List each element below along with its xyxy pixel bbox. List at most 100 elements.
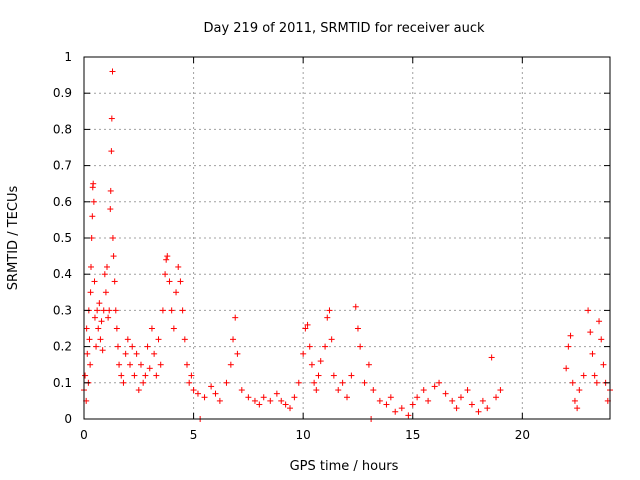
y-tick-label: 0.4 bbox=[53, 267, 72, 281]
y-tick-label: 0.3 bbox=[53, 303, 72, 317]
data-point bbox=[118, 372, 125, 379]
data-point bbox=[101, 271, 108, 278]
data-point bbox=[87, 289, 94, 296]
data-point bbox=[387, 394, 394, 401]
data-point bbox=[574, 405, 581, 412]
data-point bbox=[251, 397, 258, 404]
data-point bbox=[409, 401, 416, 408]
data-point bbox=[133, 350, 140, 357]
data-point bbox=[354, 325, 361, 332]
data-point bbox=[431, 383, 438, 390]
data-point bbox=[339, 379, 346, 386]
data-point bbox=[105, 314, 112, 321]
data-point bbox=[120, 379, 127, 386]
data-point bbox=[383, 401, 390, 408]
data-point bbox=[324, 314, 331, 321]
data-point bbox=[88, 263, 95, 270]
data-point bbox=[317, 358, 324, 365]
data-point bbox=[112, 307, 119, 314]
data-point bbox=[168, 307, 175, 314]
x-tick-label: 5 bbox=[190, 428, 198, 442]
data-point bbox=[91, 314, 98, 321]
data-point bbox=[93, 343, 100, 350]
data-point bbox=[569, 379, 576, 386]
x-tick-label: 20 bbox=[515, 428, 530, 442]
data-point bbox=[405, 412, 412, 419]
data-point bbox=[104, 263, 111, 270]
data-point bbox=[475, 408, 482, 415]
data-point bbox=[129, 343, 136, 350]
y-tick-label: 0.7 bbox=[53, 159, 72, 173]
data-point bbox=[488, 354, 495, 361]
data-point bbox=[308, 361, 315, 368]
data-point bbox=[335, 387, 342, 394]
y-tick-label: 0.5 bbox=[53, 231, 72, 245]
chart-title: Day 219 of 2011, SRMTID for receiver auc… bbox=[203, 21, 485, 36]
data-point bbox=[232, 314, 239, 321]
data-point bbox=[170, 325, 177, 332]
data-point bbox=[302, 325, 309, 332]
data-point bbox=[291, 394, 298, 401]
data-point bbox=[330, 372, 337, 379]
data-point bbox=[107, 187, 114, 194]
data-point bbox=[357, 343, 364, 350]
data-point bbox=[267, 397, 274, 404]
data-point bbox=[453, 405, 460, 412]
data-point bbox=[186, 379, 193, 386]
data-point bbox=[116, 361, 123, 368]
data-point bbox=[95, 325, 102, 332]
data-point bbox=[598, 336, 605, 343]
data-point bbox=[311, 379, 318, 386]
data-point bbox=[300, 350, 307, 357]
data-point bbox=[109, 68, 116, 75]
data-point bbox=[376, 397, 383, 404]
data-point bbox=[137, 361, 144, 368]
data-points bbox=[81, 68, 613, 422]
data-point bbox=[153, 372, 160, 379]
data-point bbox=[179, 307, 186, 314]
data-point bbox=[108, 115, 115, 122]
y-tick-label: 0.8 bbox=[53, 122, 72, 136]
data-point bbox=[370, 387, 377, 394]
data-point bbox=[164, 253, 171, 260]
data-point bbox=[313, 387, 320, 394]
data-point bbox=[580, 372, 587, 379]
data-point bbox=[585, 307, 592, 314]
data-point bbox=[565, 343, 572, 350]
data-point bbox=[328, 336, 335, 343]
data-point bbox=[122, 350, 129, 357]
data-point bbox=[94, 307, 101, 314]
data-point bbox=[295, 379, 302, 386]
data-point bbox=[108, 148, 115, 155]
data-point bbox=[181, 336, 188, 343]
data-point bbox=[493, 394, 500, 401]
data-point bbox=[392, 408, 399, 415]
data-point bbox=[100, 307, 107, 314]
data-point bbox=[109, 235, 116, 241]
data-point bbox=[194, 390, 201, 397]
data-point bbox=[273, 390, 280, 397]
data-point bbox=[162, 271, 169, 278]
data-point bbox=[188, 372, 195, 379]
data-point bbox=[442, 390, 449, 397]
data-point bbox=[365, 361, 372, 368]
data-point bbox=[278, 397, 285, 404]
data-point bbox=[449, 397, 456, 404]
data-point bbox=[90, 198, 97, 205]
data-point bbox=[436, 379, 443, 386]
data-point bbox=[479, 397, 486, 404]
data-point bbox=[256, 401, 263, 408]
data-point bbox=[99, 347, 106, 354]
data-point bbox=[230, 336, 237, 343]
data-point bbox=[425, 397, 432, 404]
data-point bbox=[238, 387, 245, 394]
data-point bbox=[591, 372, 598, 379]
data-point bbox=[208, 383, 215, 390]
data-point bbox=[326, 307, 333, 314]
data-point bbox=[102, 289, 109, 296]
data-point bbox=[97, 336, 104, 343]
data-point bbox=[90, 180, 97, 187]
data-point bbox=[361, 379, 368, 386]
data-point bbox=[135, 387, 142, 394]
